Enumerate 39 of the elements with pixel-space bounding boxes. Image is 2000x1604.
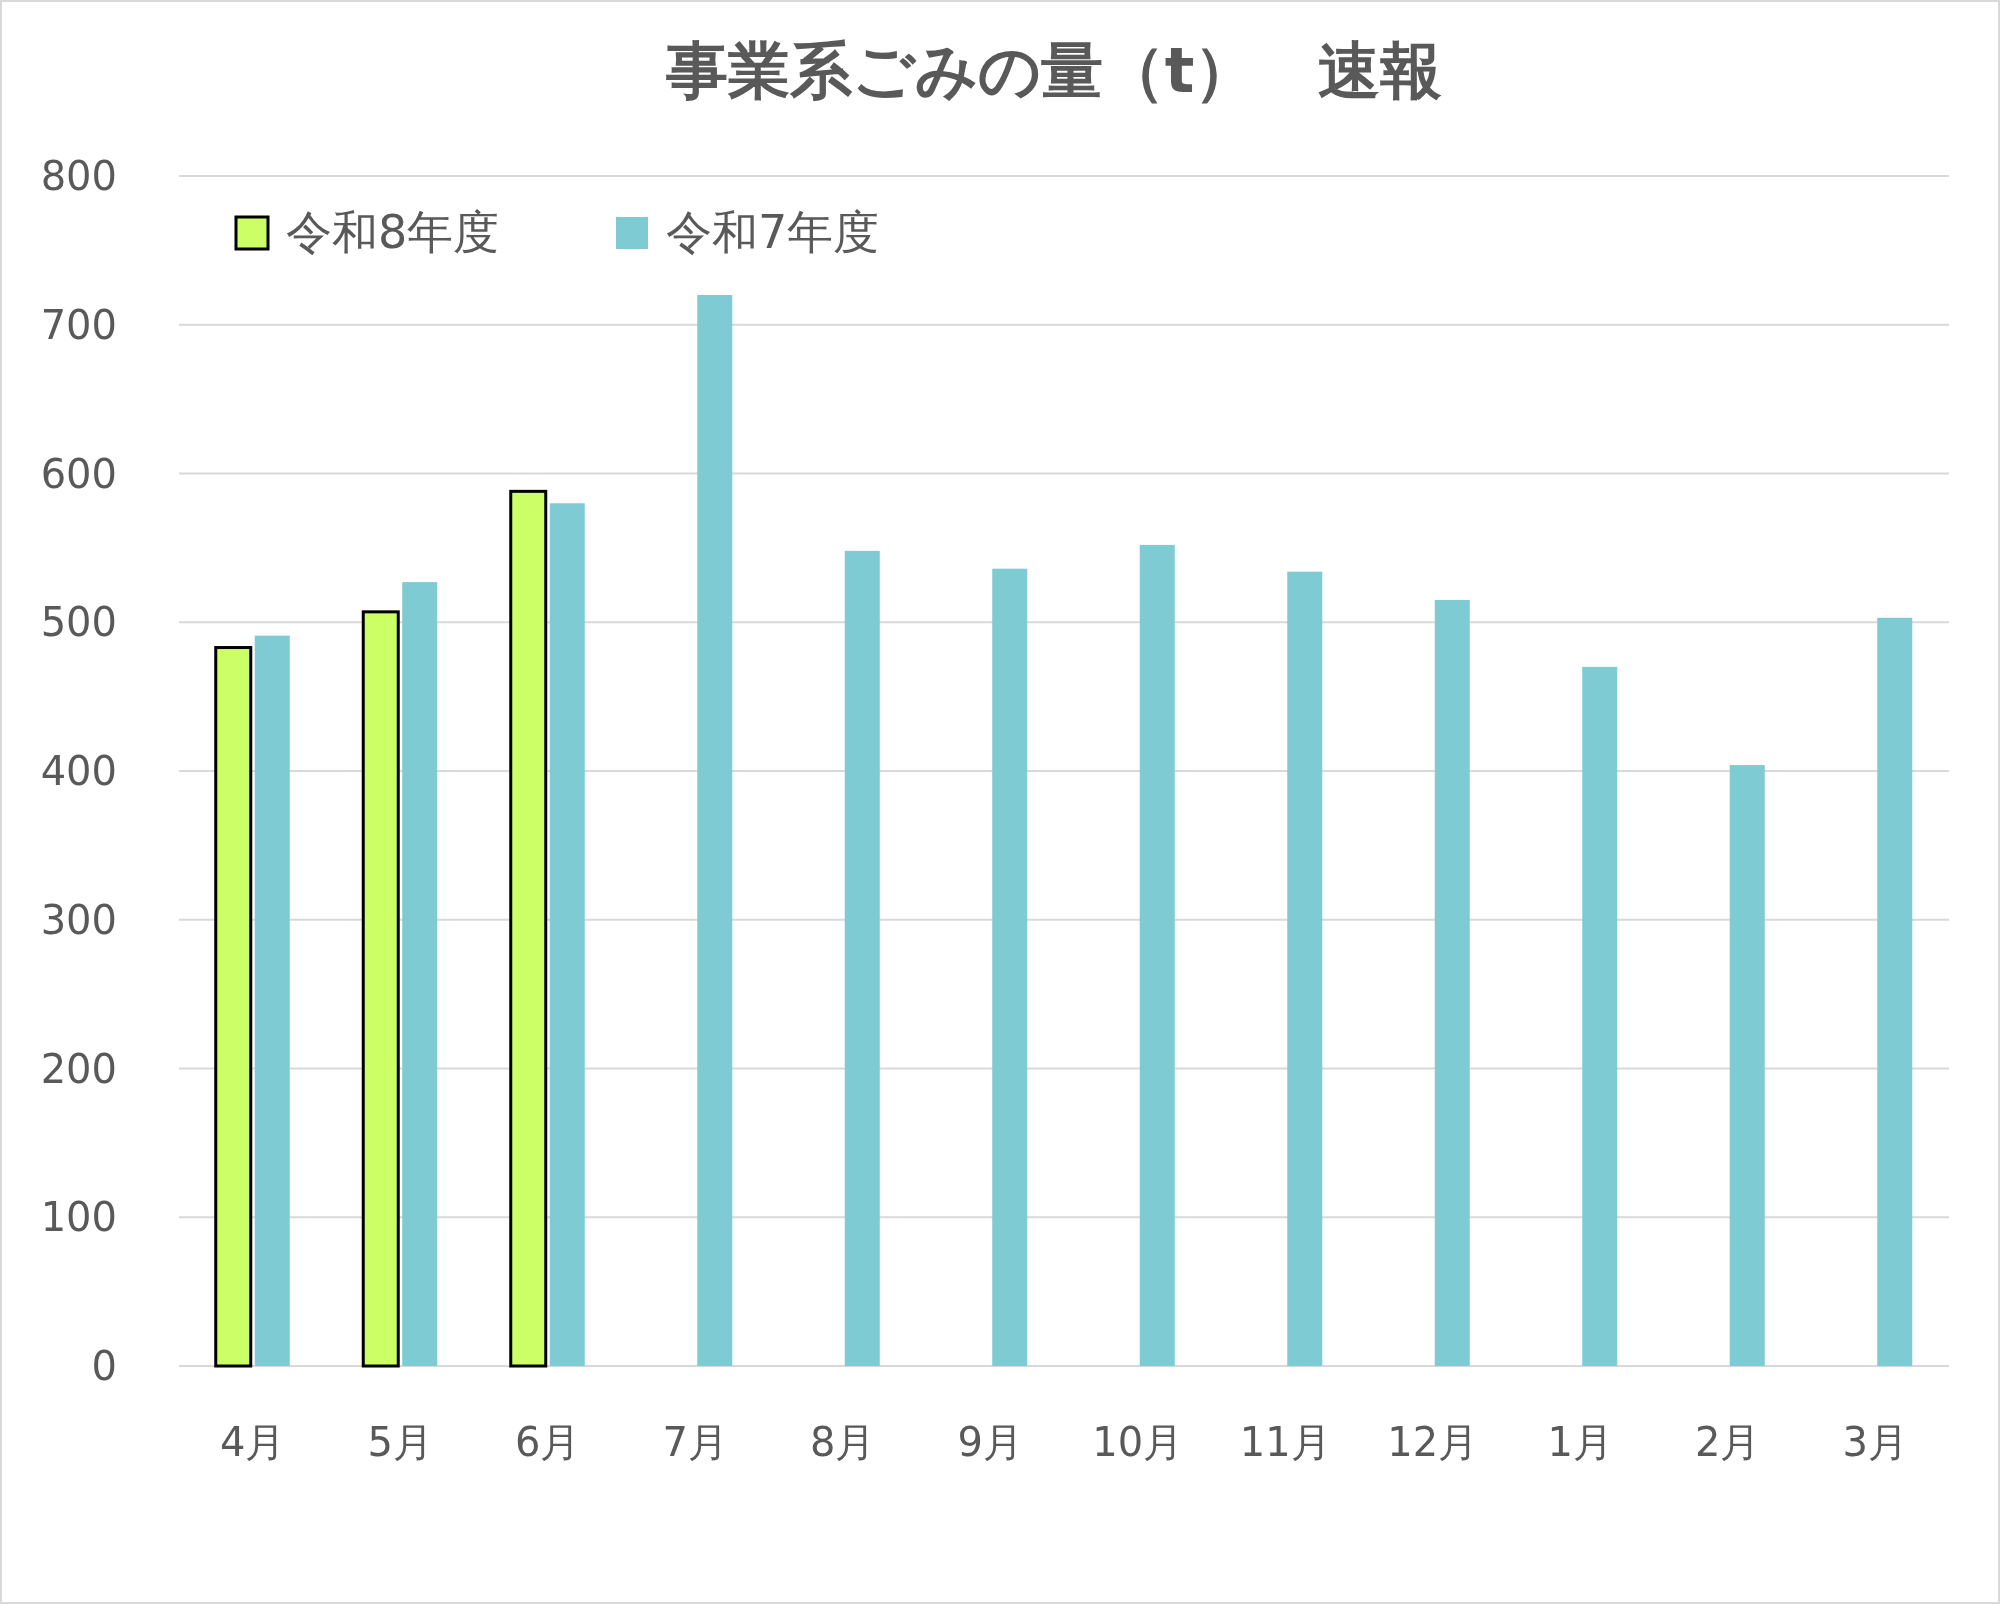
y-tick-label: 600 (40, 450, 117, 497)
x-tick-label: 6月 (515, 1419, 581, 1465)
bar (214, 646, 253, 1368)
y-tick-label: 500 (40, 599, 117, 646)
bar (509, 489, 548, 1368)
bar (1434, 599, 1470, 1366)
x-tick-label: 8月 (810, 1419, 876, 1465)
bar (1582, 666, 1618, 1366)
chart-title: 事業系ごみの量（t） 速報 (664, 34, 1443, 107)
bar (844, 550, 880, 1366)
x-tick-label: 2月 (1695, 1419, 1761, 1465)
y-tick-label: 800 (40, 153, 117, 199)
x-tick-label: 12月 (1387, 1419, 1479, 1465)
bar (697, 295, 733, 1366)
legend-label: 令和7年度 (666, 205, 880, 259)
bar (992, 568, 1028, 1366)
y-tick-label: 200 (40, 1045, 117, 1092)
y-tick-label: 400 (40, 748, 117, 794)
y-tick-label: 700 (40, 301, 117, 348)
x-tick-label: 1月 (1547, 1419, 1613, 1465)
bar (1729, 765, 1765, 1366)
x-tick-label: 11月 (1239, 1419, 1331, 1465)
x-tick-label: 9月 (957, 1419, 1023, 1465)
x-tick-label: 5月 (367, 1419, 433, 1465)
bar (361, 610, 400, 1368)
legend-label: 令和8年度 (286, 205, 500, 259)
y-tick-label: 100 (40, 1194, 117, 1241)
y-tick-label: 300 (40, 896, 117, 943)
bar (549, 503, 585, 1366)
bar (254, 635, 290, 1366)
x-tick-label: 3月 (1842, 1419, 1908, 1465)
bar (1877, 617, 1913, 1366)
bar (1139, 544, 1175, 1366)
x-tick-label: 7月 (662, 1419, 728, 1465)
x-tick-label: 4月 (220, 1419, 286, 1465)
bar (1287, 571, 1323, 1366)
y-tick-label: 0 (91, 1343, 117, 1389)
x-tick-label: 10月 (1092, 1419, 1184, 1465)
bar (402, 582, 438, 1366)
